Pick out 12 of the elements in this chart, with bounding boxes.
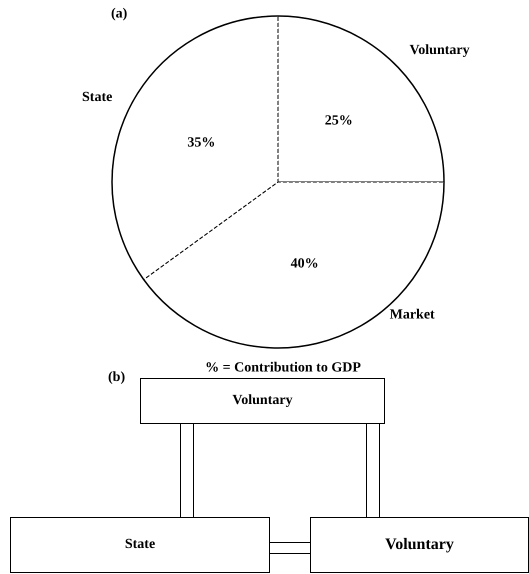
slice-label: State xyxy=(82,90,112,106)
box: Voluntary xyxy=(140,378,385,424)
text: % = Contribution to GDP xyxy=(205,360,362,376)
chart-title: (a) xyxy=(111,6,128,22)
box: State xyxy=(10,517,270,573)
data-label: 35% xyxy=(187,135,216,150)
data-label: 40% xyxy=(290,256,319,272)
data-label: 25% xyxy=(324,114,353,129)
slice-label: Market xyxy=(390,307,436,322)
text: (b) xyxy=(108,370,126,386)
slice-label: Voluntary xyxy=(409,43,470,58)
box: Voluntary xyxy=(310,517,529,573)
